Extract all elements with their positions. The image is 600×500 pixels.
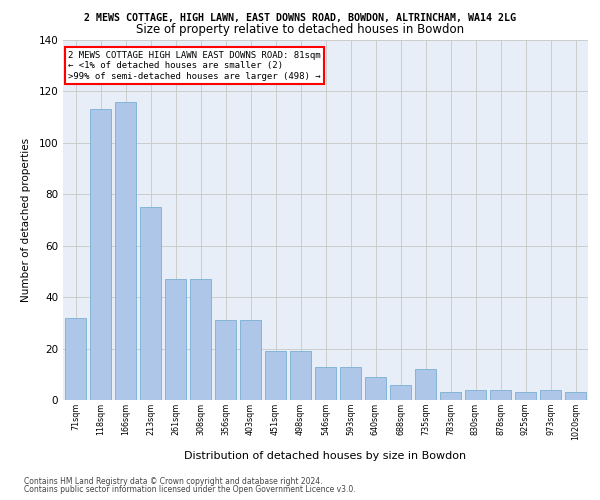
- X-axis label: Distribution of detached houses by size in Bowdon: Distribution of detached houses by size …: [184, 452, 467, 462]
- Bar: [65, 318, 86, 400]
- Bar: [540, 390, 561, 400]
- Text: Contains HM Land Registry data © Crown copyright and database right 2024.: Contains HM Land Registry data © Crown c…: [24, 477, 323, 486]
- Bar: [490, 390, 511, 400]
- Bar: [315, 366, 336, 400]
- Bar: [340, 366, 361, 400]
- Bar: [415, 369, 436, 400]
- Text: 2 MEWS COTTAGE, HIGH LAWN, EAST DOWNS ROAD, BOWDON, ALTRINCHAM, WA14 2LG: 2 MEWS COTTAGE, HIGH LAWN, EAST DOWNS RO…: [84, 12, 516, 22]
- Bar: [515, 392, 536, 400]
- Bar: [290, 351, 311, 400]
- Bar: [365, 377, 386, 400]
- Bar: [465, 390, 486, 400]
- Bar: [90, 110, 111, 400]
- Bar: [190, 279, 211, 400]
- Text: Contains public sector information licensed under the Open Government Licence v3: Contains public sector information licen…: [24, 485, 356, 494]
- Bar: [140, 207, 161, 400]
- Bar: [115, 102, 136, 400]
- Bar: [240, 320, 261, 400]
- Text: 2 MEWS COTTAGE HIGH LAWN EAST DOWNS ROAD: 81sqm
← <1% of detached houses are sma: 2 MEWS COTTAGE HIGH LAWN EAST DOWNS ROAD…: [68, 51, 321, 80]
- Y-axis label: Number of detached properties: Number of detached properties: [22, 138, 31, 302]
- Bar: [390, 384, 411, 400]
- Bar: [265, 351, 286, 400]
- Bar: [215, 320, 236, 400]
- Bar: [165, 279, 186, 400]
- Text: Size of property relative to detached houses in Bowdon: Size of property relative to detached ho…: [136, 22, 464, 36]
- Bar: [440, 392, 461, 400]
- Bar: [565, 392, 586, 400]
